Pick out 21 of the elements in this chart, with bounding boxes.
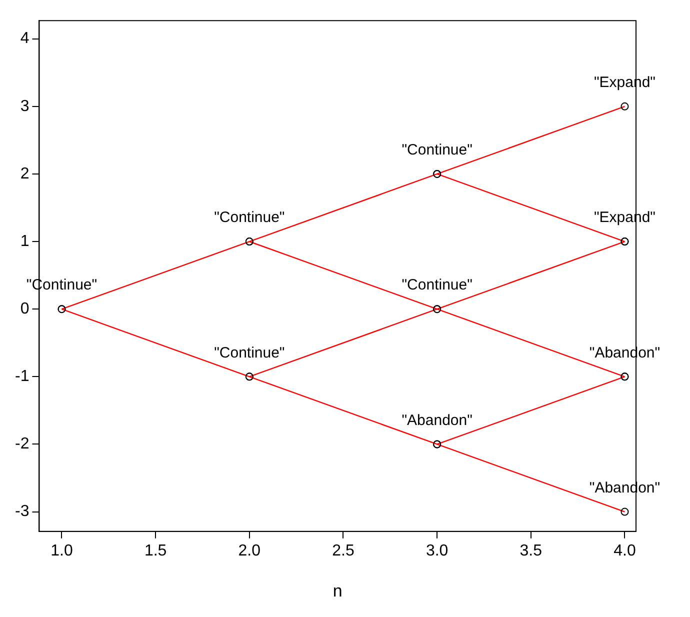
- x-tick-label: 4.0: [614, 542, 636, 560]
- y-tick-label: -2: [14, 436, 30, 453]
- annotation: "Continue": [402, 142, 472, 159]
- x-axis-title: n: [332, 581, 342, 600]
- annotation: "Continue": [402, 276, 472, 294]
- y-tick-label: 4: [20, 30, 30, 48]
- x-tick-label: 1.0: [50, 542, 73, 560]
- y-tick-label: 2: [20, 165, 30, 182]
- x-tick-label: 1.5: [144, 542, 167, 560]
- y-tick-label: 3: [20, 98, 30, 115]
- y-tick-label: 0: [20, 300, 30, 318]
- x-tick-label: 2.5: [332, 542, 354, 560]
- x-tick-label: 3.0: [426, 542, 448, 560]
- x-tick-label: 2.0: [238, 542, 261, 560]
- x-tick-label: 3.5: [520, 542, 542, 560]
- annotation: "Continue": [214, 209, 285, 226]
- y-tick-label: -3: [14, 503, 30, 520]
- y-tick-label: 1: [20, 232, 30, 250]
- y-tick-label: -1: [14, 368, 30, 386]
- annotation: "Continue": [214, 344, 285, 362]
- annotation: "Abandon": [402, 412, 472, 429]
